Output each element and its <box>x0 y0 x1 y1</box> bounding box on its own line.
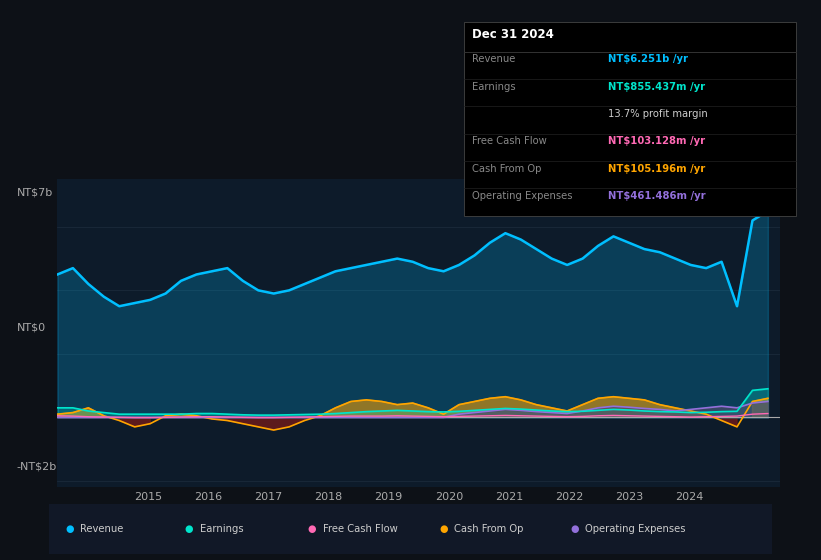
Text: Earnings: Earnings <box>472 82 516 92</box>
Text: Free Cash Flow: Free Cash Flow <box>323 524 397 534</box>
Text: Free Cash Flow: Free Cash Flow <box>472 137 547 146</box>
Text: NT$855.437m /yr: NT$855.437m /yr <box>608 82 704 92</box>
Text: Cash From Op: Cash From Op <box>454 524 524 534</box>
Text: NT$103.128m /yr: NT$103.128m /yr <box>608 137 704 146</box>
Text: ●: ● <box>66 524 74 534</box>
Text: Revenue: Revenue <box>472 54 516 64</box>
Text: Revenue: Revenue <box>80 524 124 534</box>
Text: Earnings: Earnings <box>200 524 243 534</box>
Text: 13.7% profit margin: 13.7% profit margin <box>608 109 707 119</box>
Text: ●: ● <box>571 524 579 534</box>
Text: NT$461.486m /yr: NT$461.486m /yr <box>608 191 705 201</box>
Text: Operating Expenses: Operating Expenses <box>472 191 572 201</box>
Text: Operating Expenses: Operating Expenses <box>585 524 686 534</box>
Text: ●: ● <box>308 524 316 534</box>
Text: -NT$2b: -NT$2b <box>16 461 57 472</box>
Text: NT$0: NT$0 <box>16 323 45 333</box>
Text: ●: ● <box>185 524 193 534</box>
Text: NT$6.251b /yr: NT$6.251b /yr <box>608 54 687 64</box>
Text: Dec 31 2024: Dec 31 2024 <box>472 28 554 41</box>
Text: ●: ● <box>439 524 447 534</box>
Text: NT$7b: NT$7b <box>16 188 53 198</box>
Text: NT$105.196m /yr: NT$105.196m /yr <box>608 164 704 174</box>
Text: Cash From Op: Cash From Op <box>472 164 542 174</box>
